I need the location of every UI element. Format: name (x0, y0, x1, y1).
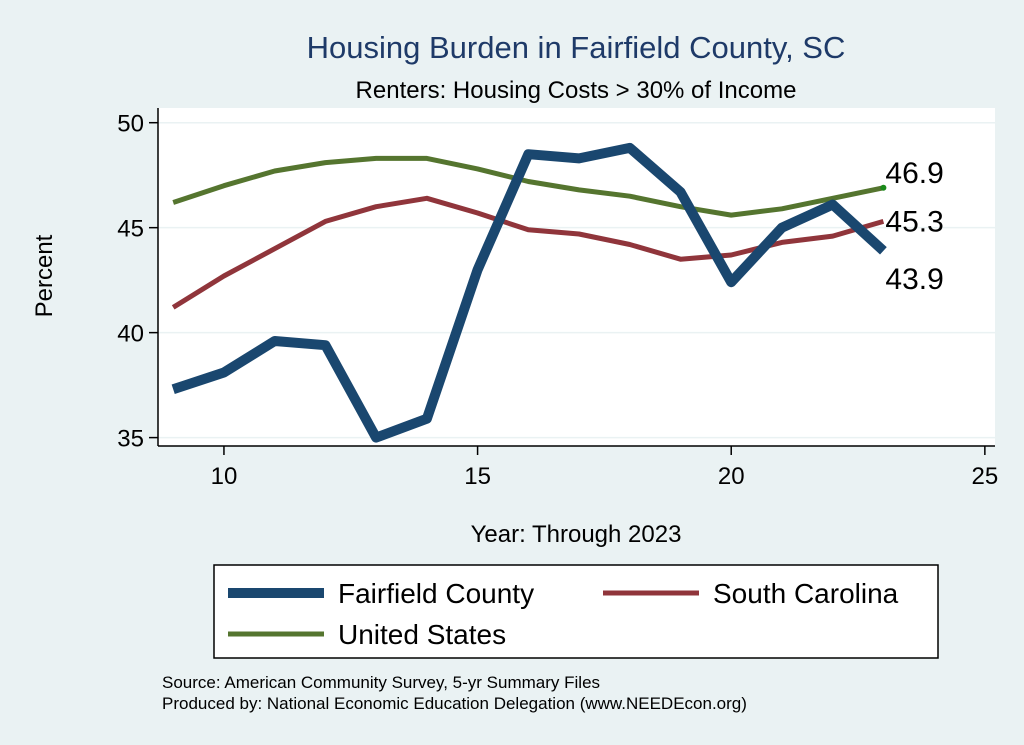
x-tick-label-2: 20 (718, 463, 745, 490)
legend-entries: Fairfield County South Carolina United Sta… (228, 578, 899, 650)
x-tick-label-1: 15 (464, 463, 491, 490)
tick-labels: 35 40 45 50 10 15 20 25 (117, 111, 998, 490)
chart-subtitle: Renters: Housing Costs > 30% of Income (356, 77, 797, 104)
series-end-marker (880, 184, 887, 191)
end-label-fairfield-county: 43.9 (885, 263, 943, 296)
producer-note: Produced by: National Economic Education… (162, 694, 747, 713)
series-line-fairfield-county (171, 142, 887, 443)
x-tick-label-0: 10 (211, 463, 238, 490)
series-lines (171, 142, 887, 443)
end-label-south-carolina: 45.3 (885, 205, 943, 238)
x-tick-label-3: 25 (972, 463, 999, 490)
y-tick-label-1: 40 (117, 321, 144, 348)
x-axis-title: Year: Through 2023 (471, 521, 682, 548)
end-label-united-states: 46.9 (885, 157, 943, 190)
source-note: Source: American Community Survey, 5-yr … (162, 673, 600, 692)
end-labels: 43.9 45.3 46.9 (885, 157, 943, 296)
y-axis-title: Percent (31, 234, 58, 317)
axes (149, 108, 995, 455)
legend-label-united-states: United States (338, 619, 506, 650)
plot-area (158, 108, 995, 446)
legend-label-south-carolina: South Carolina (713, 578, 899, 609)
chart-title: Housing Burden in Fairfield County, SC (307, 30, 846, 65)
series-line-united-states (172, 155, 884, 218)
legend-label-fairfield-county: Fairfield County (338, 578, 534, 609)
y-tick-label-2: 45 (117, 216, 144, 243)
y-tick-label-0: 35 (117, 426, 144, 453)
y-tick-label-3: 50 (117, 111, 144, 138)
legend (213, 564, 939, 659)
